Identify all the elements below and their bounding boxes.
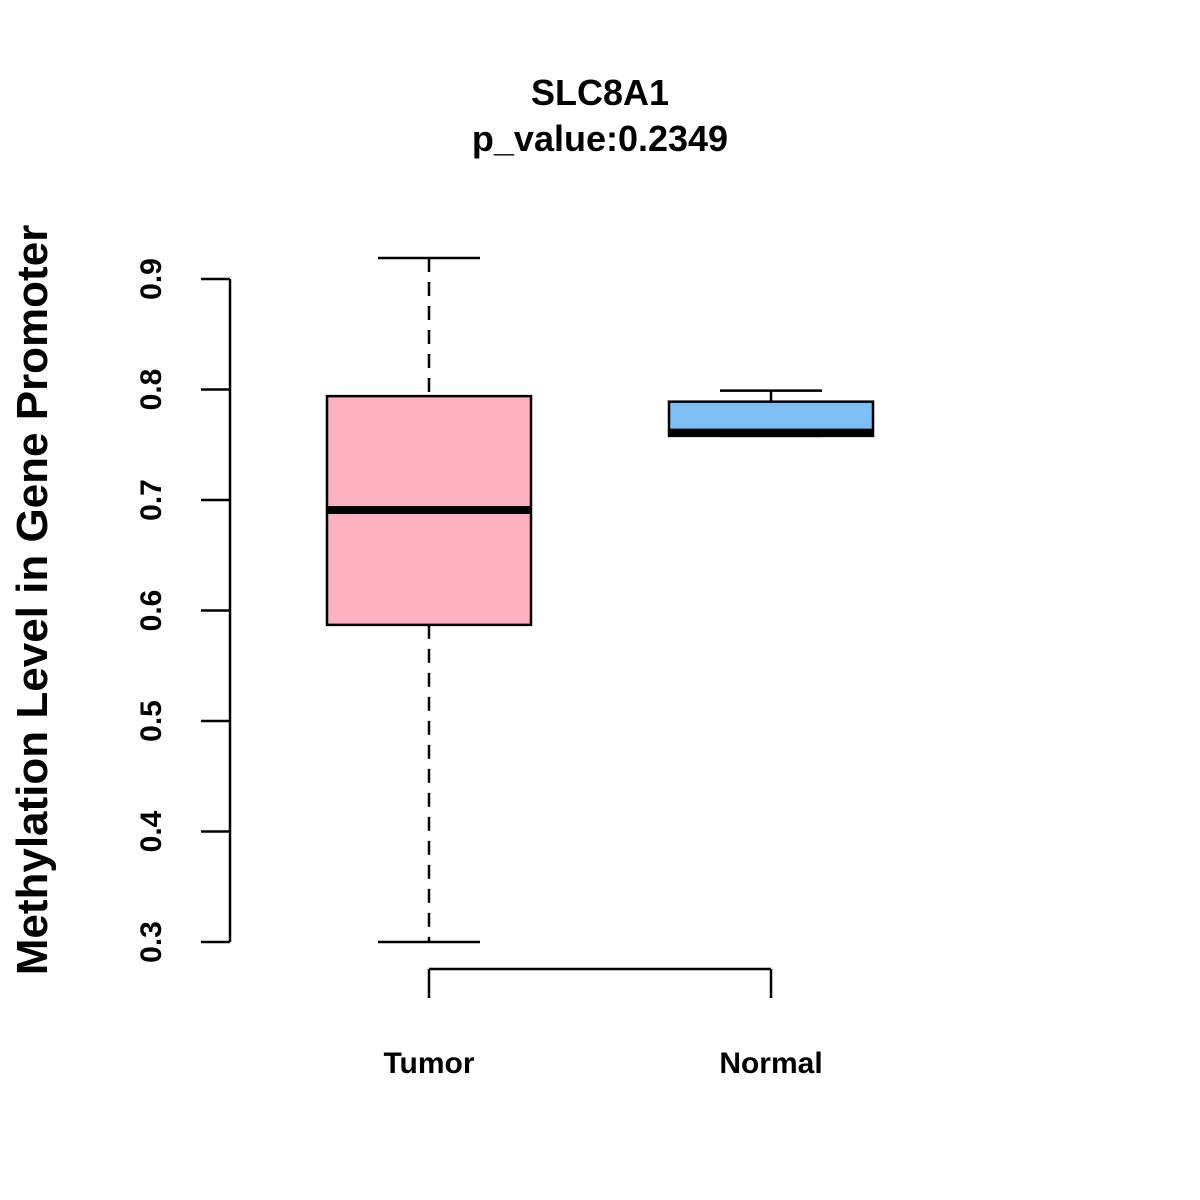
boxes-group xyxy=(325,256,875,944)
box-tumor xyxy=(325,256,533,944)
y-tick-label-0.7: 0.7 xyxy=(135,479,168,521)
y-tick-label-0.3: 0.3 xyxy=(135,921,168,963)
y-tick-label-0.4: 0.4 xyxy=(135,810,168,852)
box-normal xyxy=(667,389,875,438)
y-axis: 0.3 0.4 0.5 0.6 0.7 0.8 0.9 xyxy=(135,258,232,963)
chart-title: SLC8A1 xyxy=(531,72,669,113)
x-tick-label-normal: Normal xyxy=(719,1047,822,1080)
y-tick-label-0.8: 0.8 xyxy=(135,369,168,411)
x-axis: Tumor Normal xyxy=(383,967,823,1080)
chart-subtitle: p_value:0.2349 xyxy=(472,118,728,159)
y-tick-label-0.6: 0.6 xyxy=(135,590,168,632)
x-tick-label-tumor: Tumor xyxy=(383,1047,474,1080)
y-axis-label: Methylation Level in Gene Promoter xyxy=(8,225,57,976)
y-tick-label-0.9: 0.9 xyxy=(135,258,168,300)
y-tick-label-0.5: 0.5 xyxy=(135,700,168,742)
